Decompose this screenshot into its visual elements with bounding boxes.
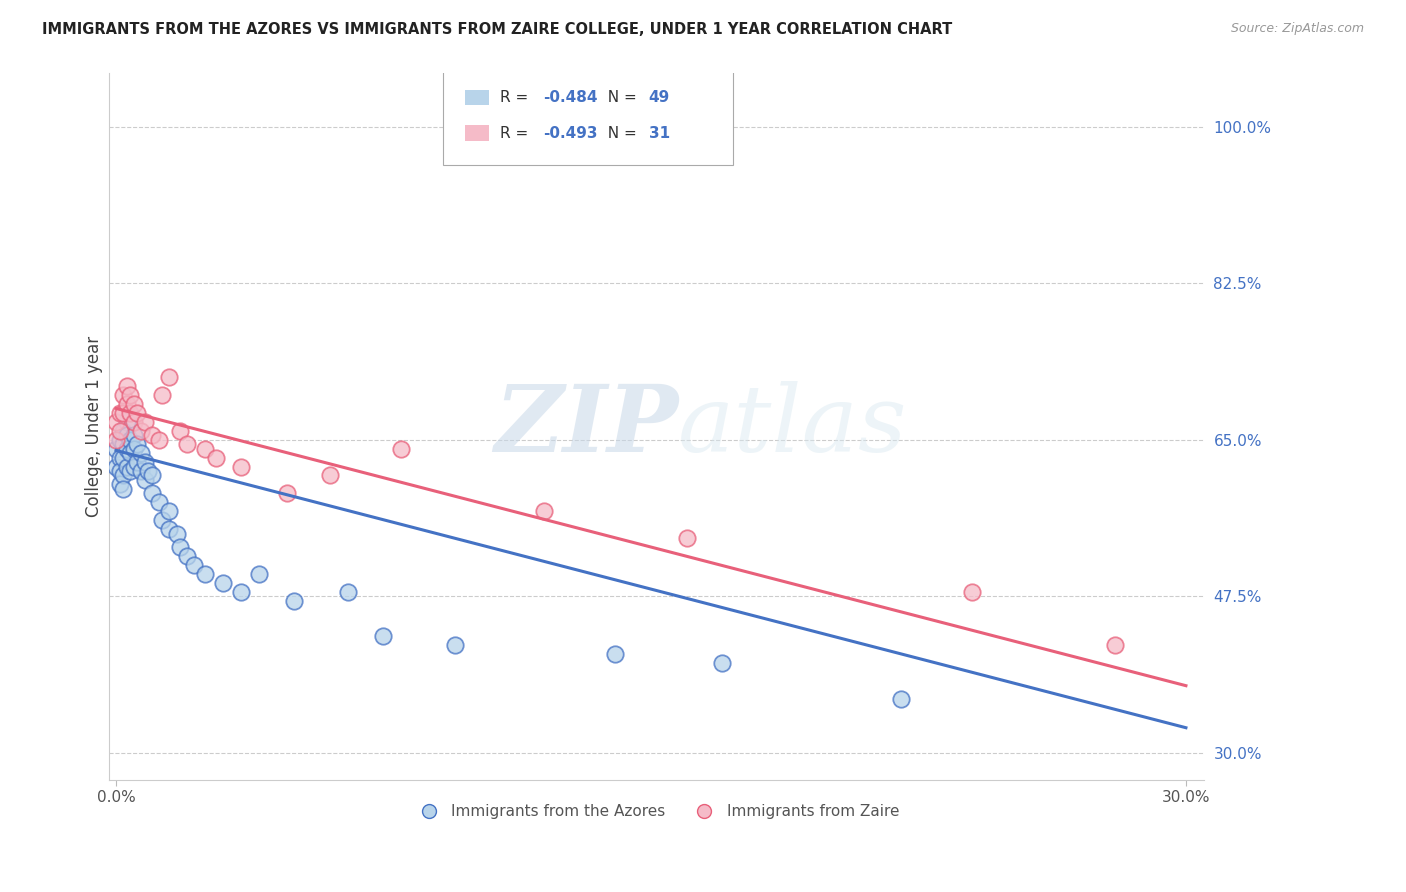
Point [129, 464, 152, 478]
Point [127, 455, 149, 469]
Point [389, 442, 412, 456]
Point [112, 450, 135, 465]
Point [122, 459, 145, 474]
Point [141, 428, 163, 442]
Point [115, 397, 138, 411]
Point [112, 406, 135, 420]
Point [122, 442, 145, 456]
Text: N =: N = [599, 90, 643, 105]
Point [127, 406, 149, 420]
FancyBboxPatch shape [465, 90, 489, 105]
Point [112, 437, 135, 451]
Point [276, 486, 298, 500]
Point [115, 379, 138, 393]
Point [115, 442, 138, 456]
Text: R =: R = [499, 90, 533, 105]
Point [108, 477, 131, 491]
Point [176, 437, 198, 451]
Point [711, 657, 734, 671]
Point [141, 468, 163, 483]
Point [136, 464, 159, 478]
FancyBboxPatch shape [443, 70, 733, 165]
Point [141, 486, 163, 500]
Point [150, 513, 173, 527]
Point [148, 495, 170, 509]
Point [122, 428, 145, 442]
Point [159, 504, 181, 518]
Point [115, 428, 138, 442]
Point [159, 370, 181, 384]
Point [112, 424, 135, 438]
Point [169, 424, 191, 438]
Point [166, 526, 188, 541]
Point [212, 575, 235, 590]
Point [159, 522, 181, 536]
Point [194, 566, 217, 581]
Text: -0.484: -0.484 [544, 90, 598, 105]
Point [336, 584, 359, 599]
Point [129, 424, 152, 438]
Point [283, 593, 305, 607]
Point [108, 464, 131, 478]
Point [104, 459, 127, 474]
Text: Source: ZipAtlas.com: Source: ZipAtlas.com [1230, 22, 1364, 36]
Point [108, 424, 131, 438]
Point [675, 531, 697, 545]
Legend: Immigrants from the Azores, Immigrants from Zaire: Immigrants from the Azores, Immigrants f… [408, 797, 905, 825]
Point [183, 558, 205, 572]
Point [120, 464, 142, 478]
Point [134, 415, 156, 429]
Text: 49: 49 [648, 90, 669, 105]
Point [229, 459, 252, 474]
Point [104, 442, 127, 456]
Point [120, 433, 142, 447]
Y-axis label: College, Under 1 year: College, Under 1 year [86, 335, 103, 516]
Text: N =: N = [599, 126, 643, 141]
Point [120, 406, 142, 420]
Text: IMMIGRANTS FROM THE AZORES VS IMMIGRANTS FROM ZAIRE COLLEGE, UNDER 1 YEAR CORREL: IMMIGRANTS FROM THE AZORES VS IMMIGRANTS… [42, 22, 952, 37]
Point [104, 433, 127, 447]
Point [134, 455, 156, 469]
Point [194, 442, 217, 456]
Point [115, 459, 138, 474]
Point [112, 388, 135, 402]
Point [129, 446, 152, 460]
Point [1104, 639, 1126, 653]
Point [115, 415, 138, 429]
Point [605, 648, 627, 662]
Point [108, 433, 131, 447]
Text: R =: R = [499, 126, 533, 141]
Point [148, 433, 170, 447]
Point [229, 584, 252, 599]
Text: ZIP: ZIP [494, 381, 678, 471]
Text: 31: 31 [648, 126, 669, 141]
Point [247, 566, 270, 581]
Point [127, 437, 149, 451]
Point [373, 630, 395, 644]
Point [134, 473, 156, 487]
Point [319, 468, 342, 483]
Point [150, 388, 173, 402]
Point [104, 415, 127, 429]
Point [122, 415, 145, 429]
Point [108, 406, 131, 420]
Point [108, 450, 131, 465]
Point [112, 482, 135, 496]
Point [120, 446, 142, 460]
Point [176, 549, 198, 563]
Point [169, 540, 191, 554]
Point [890, 692, 912, 706]
Point [533, 504, 555, 518]
Point [960, 584, 983, 599]
Point [112, 468, 135, 483]
Point [443, 639, 465, 653]
Point [120, 388, 142, 402]
Point [205, 450, 228, 465]
FancyBboxPatch shape [465, 125, 489, 141]
Text: atlas: atlas [678, 381, 908, 471]
Point [122, 397, 145, 411]
Text: -0.493: -0.493 [544, 126, 598, 141]
